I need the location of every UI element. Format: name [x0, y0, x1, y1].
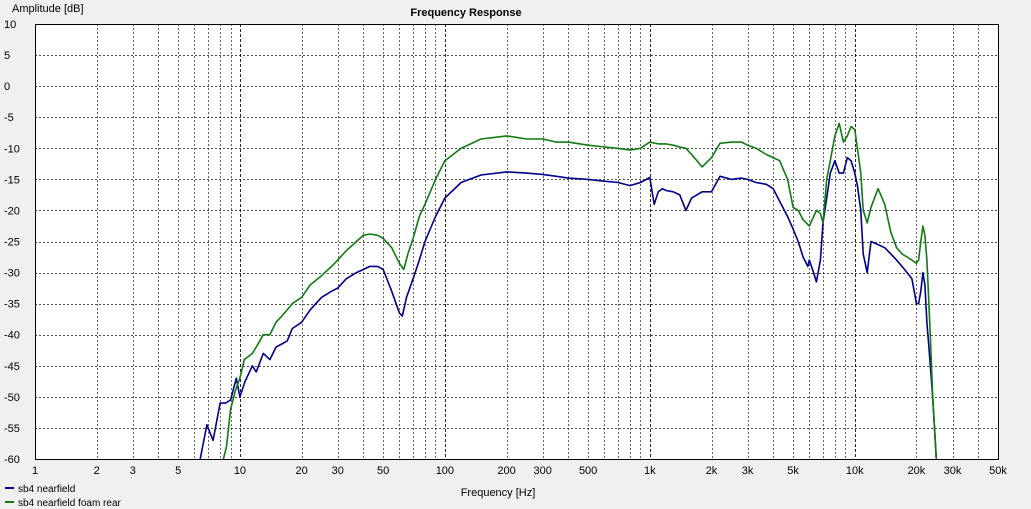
y-tick-label: -20	[4, 205, 20, 217]
y-tick-label: -45	[4, 361, 20, 373]
legend: sb4 nearfield sb4 nearfield foam rear	[5, 484, 122, 509]
x-tick-label: 50k	[989, 465, 1007, 477]
x-tick-label: 10	[234, 465, 246, 477]
series-line-1	[199, 156, 938, 459]
y-tick-label: 10	[4, 19, 16, 31]
y-tick-label: -10	[4, 143, 20, 155]
y-tick-label: -30	[4, 268, 20, 280]
y-tick-label: -60	[4, 454, 20, 466]
x-tick-label: 500	[579, 465, 597, 477]
x-tick-label: 3k	[742, 465, 754, 477]
x-tick-label: 30k	[944, 465, 962, 477]
y-tick-label: -40	[4, 330, 20, 342]
y-tick-label: 0	[4, 81, 10, 93]
x-tick-label: 1k	[644, 465, 656, 477]
x-tick-label: 50	[377, 465, 389, 477]
x-tick-labels: 1 2 3 5 10 20 30 50 100 200 300 500 1k 2k 3k 5k 10k 20k 30…	[32, 465, 1007, 477]
series-line-2	[222, 122, 938, 459]
x-tick-label: 20k	[908, 465, 926, 477]
x-tick-label: 5k	[787, 465, 799, 477]
x-tick-label: 30	[332, 465, 344, 477]
y-tick-label: -55	[4, 423, 20, 435]
series-lines	[199, 122, 938, 459]
x-tick-label: 200	[497, 465, 515, 477]
y-axis-label: Amplitude [dB]	[12, 3, 84, 15]
chart-title: Frequency Response	[410, 7, 521, 19]
y-tick-label: -50	[4, 392, 20, 404]
minor-grid	[97, 24, 979, 459]
y-tick-label: 5	[4, 50, 10, 62]
y-tick-label: -15	[4, 174, 20, 186]
x-tick-label: 2	[94, 465, 100, 477]
x-tick-label: 100	[436, 465, 454, 477]
x-axis-label: Frequency [Hz]	[461, 487, 536, 499]
plot-border	[35, 24, 999, 460]
major-grid	[35, 24, 998, 459]
x-tick-label: 20	[296, 465, 308, 477]
x-tick-label: 1	[32, 465, 38, 477]
y-tick-labels: 10 5 0 -5 -10 -15 -20 -25 -30 -35 -40 -45 -50 -55 -60	[4, 19, 20, 466]
x-tick-label: 2k	[706, 465, 718, 477]
plot-area	[35, 24, 998, 459]
x-tick-label: 5	[175, 465, 181, 477]
y-tick-label: -25	[4, 237, 20, 249]
y-tick-label: -35	[4, 299, 20, 311]
x-tick-label: 10k	[846, 465, 864, 477]
legend-label: sb4 nearfield foam rear	[18, 498, 122, 509]
x-tick-label: 300	[533, 465, 551, 477]
x-tick-label: 3	[130, 465, 136, 477]
legend-label: sb4 nearfield	[18, 484, 75, 495]
y-tick-label: -5	[4, 112, 14, 124]
